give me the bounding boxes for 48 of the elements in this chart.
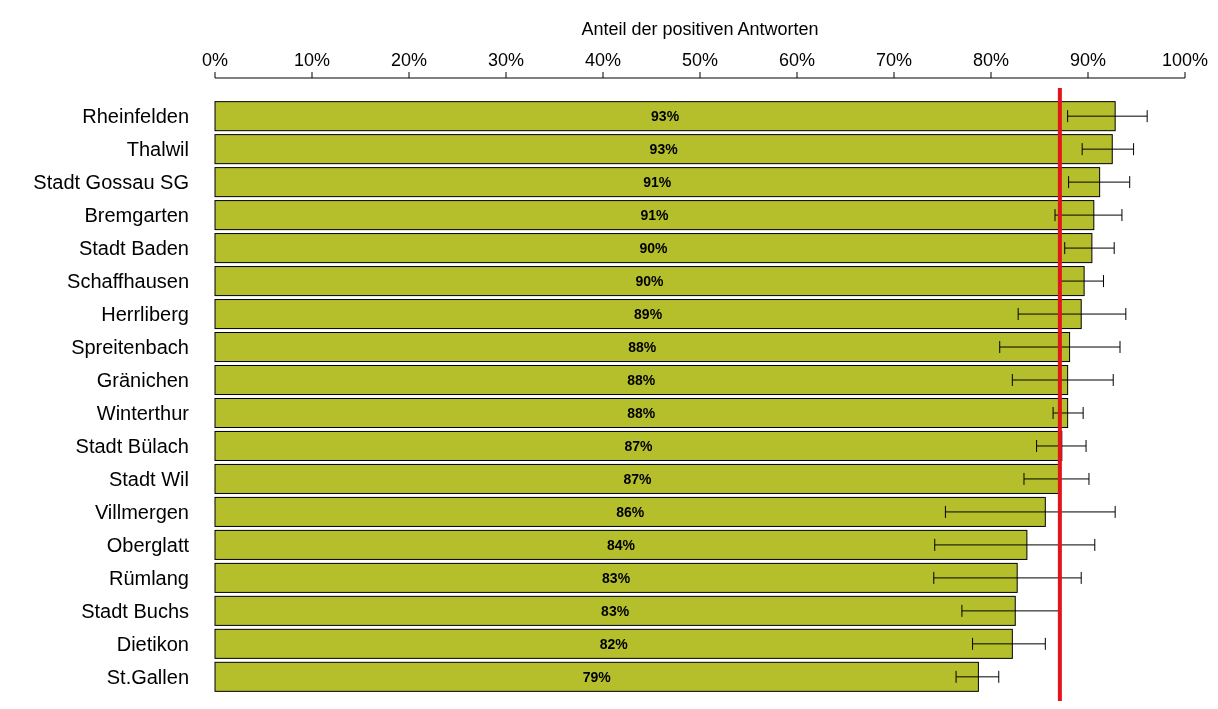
data-label: 83% [601, 602, 630, 619]
y-tick-label: Stadt Wil [108, 467, 189, 490]
y-tick-label: Rümlang [108, 566, 189, 589]
y-tick-label: Dietikon [116, 632, 189, 655]
data-label: 90% [635, 272, 665, 289]
y-tick-label: Spreitenbach [71, 336, 189, 359]
x-tick-label: 20% [390, 50, 428, 70]
y-tick-label: Winterthur [96, 401, 190, 424]
y-tick-label: Rheinfelden [82, 105, 189, 128]
y-tick-label: Stadt Baden [78, 237, 189, 260]
data-label: 93% [649, 141, 679, 158]
x-tick-label: 40% [584, 50, 622, 70]
data-label: 79% [582, 668, 612, 685]
data-label: 87% [624, 437, 653, 454]
data-label: 89% [634, 305, 663, 322]
data-label: 88% [627, 404, 656, 421]
data-label: 84% [606, 536, 636, 553]
x-tick-label: 70% [875, 50, 913, 70]
x-axis-title: Anteil der positiven Antworten [581, 19, 819, 39]
y-tick-label: Herrliberg [101, 303, 189, 326]
y-tick-label: Villmergen [94, 500, 189, 523]
y-tick-label: Stadt Gossau SG [33, 171, 189, 194]
data-label: 91% [640, 207, 669, 223]
x-tick-label: 10% [293, 50, 331, 70]
data-label: 87% [623, 470, 652, 487]
y-tick-label: Gränichen [96, 369, 189, 392]
y-tick-label: Stadt Bülach [75, 434, 189, 457]
x-tick-label: 100% [1161, 50, 1209, 70]
data-label: 88% [627, 371, 656, 388]
x-tick-label: 30% [487, 50, 525, 70]
x-tick-label: 90% [1069, 50, 1107, 70]
y-tick-label: Thalwil [126, 138, 189, 161]
data-label: 83% [602, 569, 631, 586]
x-tick-label: 80% [972, 50, 1010, 70]
data-label: 93% [651, 108, 680, 125]
y-tick-label: Bremgarten [84, 204, 189, 227]
x-tick-label: 50% [681, 50, 719, 70]
y-tick-label: Oberglatt [106, 533, 190, 556]
data-label: 86% [616, 503, 645, 520]
data-label: 88% [628, 338, 657, 355]
data-label: 82% [599, 635, 629, 652]
x-tick-label: 60% [778, 50, 816, 70]
x-tick-label: 0% [201, 50, 229, 70]
data-label: 90% [639, 239, 668, 256]
data-label: 91% [643, 174, 672, 191]
y-tick-label: Schaffhausen [67, 270, 189, 293]
y-tick-label: St.Gallen [106, 665, 189, 688]
y-tick-label: Stadt Buchs [81, 599, 189, 622]
